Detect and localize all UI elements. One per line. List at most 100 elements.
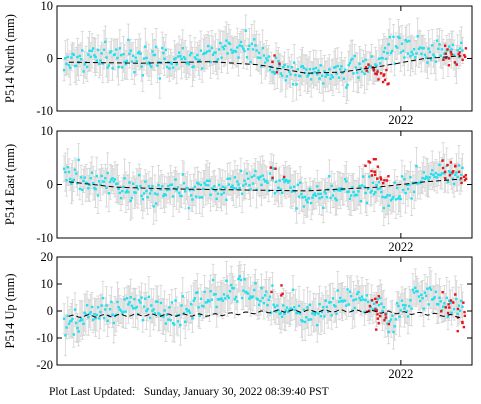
cyan-point — [142, 57, 146, 60]
red-point — [462, 301, 465, 304]
cyan-point — [387, 43, 390, 46]
red-point — [376, 165, 380, 168]
cyan-point — [124, 62, 128, 66]
cyan-point — [260, 65, 263, 68]
cyan-point — [397, 304, 400, 308]
cyan-point — [431, 169, 434, 172]
cyan-point — [292, 185, 296, 188]
cyan-point — [209, 290, 212, 293]
cyan-point — [135, 305, 138, 309]
cyan-point — [446, 180, 450, 184]
cyan-point — [133, 297, 136, 301]
cyan-point — [177, 191, 181, 195]
cyan-point — [230, 48, 233, 52]
cyan-point — [68, 177, 72, 181]
cyan-point — [94, 317, 97, 320]
cyan-point — [412, 47, 416, 51]
red-point — [453, 61, 457, 64]
cyan-point — [326, 73, 330, 77]
cyan-point — [114, 313, 118, 316]
cyan-point — [282, 66, 285, 69]
cyan-point — [169, 183, 172, 187]
cyan-point — [288, 70, 291, 73]
cyan-point — [362, 298, 365, 301]
cyan-point — [165, 188, 169, 192]
cyan-point — [297, 195, 301, 198]
cyan-point — [461, 49, 464, 52]
cyan-point — [200, 67, 204, 70]
cyan-point — [392, 195, 395, 199]
cyan-point — [336, 289, 339, 292]
cyan-point — [199, 183, 203, 187]
cyan-point — [422, 307, 425, 310]
cyan-point — [348, 290, 352, 293]
cyan-point — [181, 173, 184, 176]
red-point — [441, 290, 444, 294]
cyan-point — [147, 61, 151, 64]
cyan-point — [231, 51, 234, 54]
cyan-point — [225, 279, 228, 283]
cyan-point — [366, 70, 370, 74]
cyan-point — [159, 188, 163, 191]
cyan-point — [337, 187, 341, 190]
cyan-point — [330, 74, 333, 77]
cyan-point — [410, 197, 413, 200]
cyan-point — [140, 194, 143, 198]
cyan-point — [257, 303, 261, 306]
cyan-point — [137, 299, 141, 302]
cyan-point — [233, 49, 237, 53]
cyan-point — [179, 54, 182, 58]
cyan-point — [382, 50, 386, 54]
cyan-point — [340, 299, 343, 303]
cyan-point — [335, 312, 338, 315]
red-point — [387, 174, 390, 178]
cyan-point — [299, 181, 302, 184]
up-cyan-points — [62, 275, 464, 337]
cyan-point — [119, 309, 123, 312]
cyan-point — [316, 185, 319, 188]
cyan-point — [198, 196, 201, 199]
cyan-point — [140, 296, 143, 299]
cyan-point — [423, 291, 427, 294]
cyan-point — [204, 183, 207, 187]
cyan-point — [440, 172, 444, 175]
cyan-point — [301, 196, 304, 199]
cyan-point — [234, 295, 238, 299]
cyan-point — [181, 46, 184, 50]
cyan-point — [72, 178, 76, 181]
cyan-point — [422, 171, 425, 174]
cyan-point — [137, 173, 141, 177]
cyan-point — [280, 315, 284, 318]
cyan-point — [66, 165, 69, 169]
cyan-point — [248, 184, 251, 187]
cyan-point — [410, 50, 413, 54]
cyan-point — [119, 53, 123, 57]
cyan-point — [461, 166, 464, 170]
cyan-point — [391, 314, 394, 317]
cyan-point — [200, 304, 204, 308]
cyan-point — [450, 48, 453, 51]
cyan-point — [147, 184, 151, 188]
east-model-line — [68, 178, 461, 192]
cyan-point — [237, 56, 240, 59]
cyan-point — [188, 188, 192, 192]
cyan-point — [191, 198, 194, 201]
cyan-point — [153, 312, 157, 315]
cyan-point — [354, 66, 358, 69]
cyan-point — [131, 182, 135, 185]
cyan-point — [90, 49, 94, 53]
cyan-point — [330, 184, 333, 188]
red-point — [462, 325, 466, 329]
cyan-point — [83, 63, 86, 66]
cyan-point — [209, 193, 212, 196]
red-point — [381, 181, 385, 185]
up-red-points — [270, 284, 467, 333]
cyan-point — [427, 179, 430, 182]
cyan-point — [104, 40, 107, 44]
cyan-point — [157, 61, 160, 64]
cyan-point — [225, 198, 228, 201]
cyan-point — [134, 191, 137, 194]
cyan-point — [177, 51, 181, 54]
cyan-point — [176, 320, 180, 323]
cyan-point — [421, 297, 424, 300]
